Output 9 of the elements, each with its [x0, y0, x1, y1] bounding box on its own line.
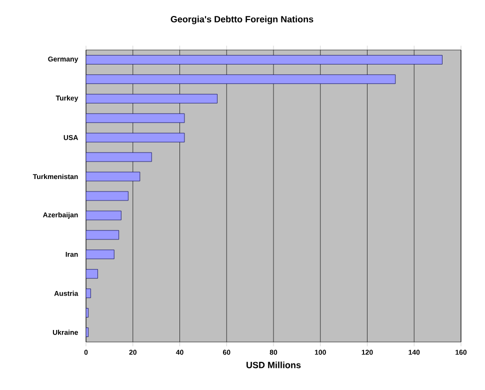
x-axis-title: USD Millions — [246, 362, 301, 368]
bar — [86, 55, 442, 64]
bar — [86, 74, 396, 84]
bar — [86, 230, 120, 240]
bar — [86, 94, 218, 104]
chart-title: Georgia's Debtto Foreign Nations — [170, 16, 314, 24]
bar — [86, 250, 114, 260]
bar — [86, 113, 185, 123]
bar — [86, 132, 185, 142]
